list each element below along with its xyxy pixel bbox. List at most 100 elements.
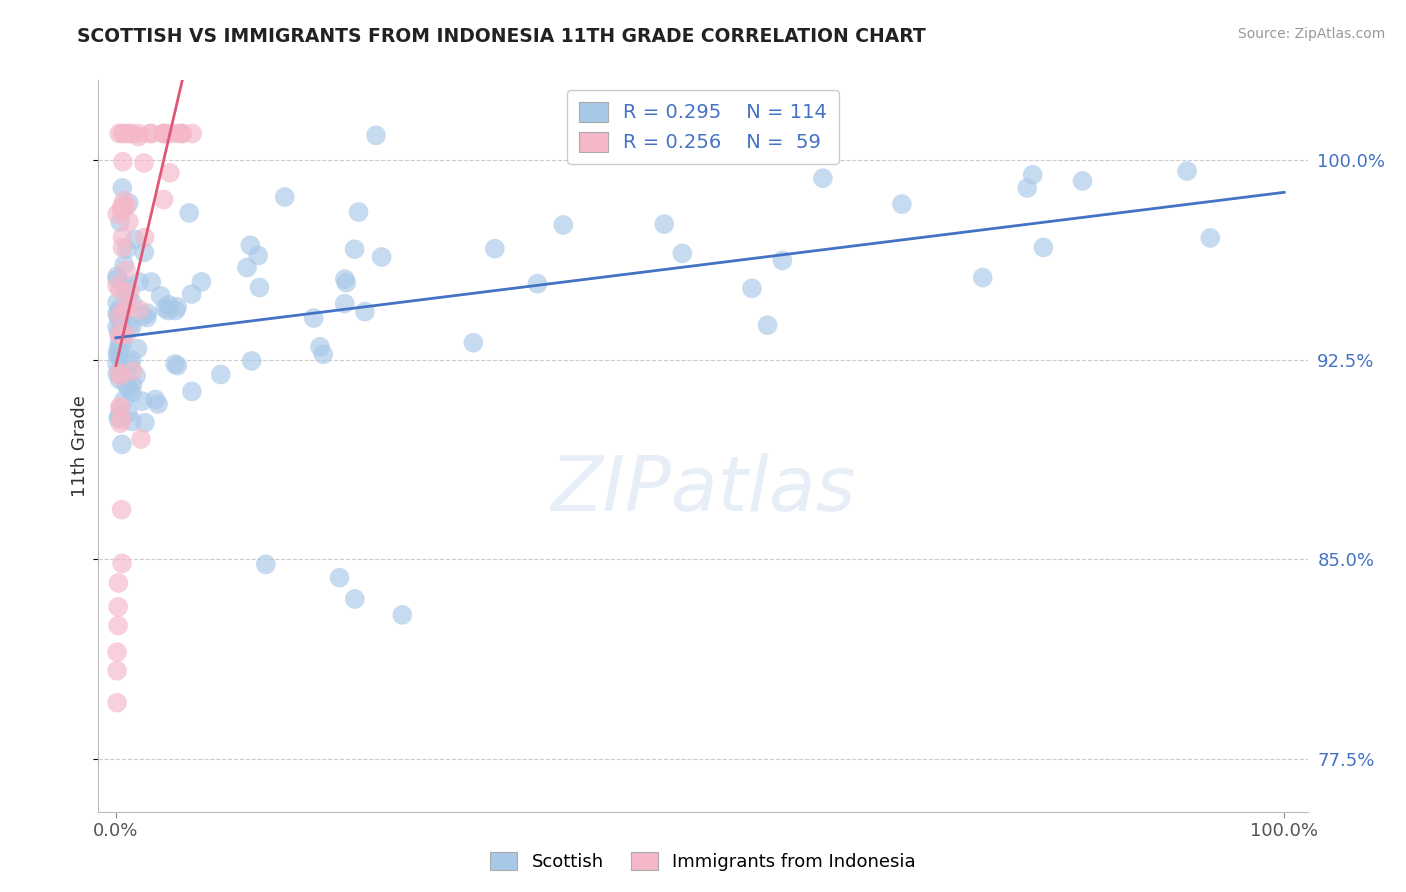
Point bbox=[111, 154, 134, 169]
Point bbox=[105, 320, 128, 334]
Point bbox=[108, 372, 131, 386]
Point bbox=[105, 357, 128, 371]
Point bbox=[117, 299, 139, 313]
Point bbox=[105, 696, 128, 710]
Text: ZIPatlas: ZIPatlas bbox=[550, 453, 856, 527]
Point bbox=[254, 558, 277, 572]
Point bbox=[134, 416, 156, 430]
Legend: R = 0.295    N = 114, R = 0.256    N =  59: R = 0.295 N = 114, R = 0.256 N = 59 bbox=[567, 90, 839, 164]
Point bbox=[112, 393, 135, 408]
Point bbox=[107, 618, 129, 632]
Point bbox=[152, 127, 174, 141]
Point bbox=[112, 258, 135, 272]
Point bbox=[141, 275, 163, 289]
Point bbox=[118, 214, 141, 228]
Point bbox=[145, 392, 167, 407]
Point bbox=[149, 289, 172, 303]
Text: Source: ZipAtlas.com: Source: ZipAtlas.com bbox=[1237, 27, 1385, 41]
Point bbox=[112, 194, 135, 208]
Point bbox=[526, 277, 548, 291]
Point bbox=[107, 344, 129, 359]
Point bbox=[108, 325, 131, 339]
Point bbox=[110, 315, 132, 329]
Point bbox=[180, 384, 202, 399]
Point bbox=[127, 127, 149, 141]
Point bbox=[118, 195, 141, 210]
Point bbox=[108, 301, 131, 316]
Point bbox=[249, 280, 271, 294]
Point bbox=[121, 295, 143, 310]
Point bbox=[890, 197, 912, 211]
Point bbox=[1032, 240, 1054, 254]
Point bbox=[108, 345, 131, 359]
Point bbox=[333, 296, 356, 310]
Point bbox=[108, 283, 131, 297]
Point bbox=[128, 302, 150, 317]
Point bbox=[125, 368, 148, 383]
Point bbox=[111, 199, 134, 213]
Point bbox=[107, 308, 129, 322]
Point bbox=[328, 571, 350, 585]
Point bbox=[127, 342, 149, 356]
Point bbox=[115, 242, 138, 256]
Point bbox=[108, 127, 131, 141]
Point bbox=[105, 307, 128, 321]
Point bbox=[166, 300, 188, 314]
Point bbox=[121, 385, 143, 400]
Point bbox=[139, 127, 162, 141]
Point bbox=[110, 368, 132, 383]
Point bbox=[463, 335, 485, 350]
Point bbox=[1021, 168, 1043, 182]
Point bbox=[111, 336, 134, 351]
Point bbox=[115, 377, 138, 392]
Point bbox=[1071, 174, 1094, 188]
Point bbox=[127, 129, 149, 144]
Point bbox=[108, 366, 131, 380]
Point bbox=[118, 127, 141, 141]
Point bbox=[391, 607, 413, 622]
Point bbox=[105, 272, 128, 286]
Point bbox=[108, 334, 131, 349]
Point bbox=[157, 303, 180, 318]
Point bbox=[302, 311, 325, 326]
Point bbox=[121, 353, 143, 368]
Point bbox=[115, 263, 138, 277]
Point bbox=[118, 318, 141, 332]
Point bbox=[972, 270, 994, 285]
Point bbox=[112, 200, 135, 214]
Point bbox=[110, 401, 132, 415]
Point bbox=[107, 576, 129, 591]
Point bbox=[136, 306, 159, 320]
Point bbox=[1017, 181, 1039, 195]
Point bbox=[120, 285, 142, 299]
Point bbox=[117, 290, 139, 304]
Point bbox=[190, 275, 212, 289]
Point bbox=[553, 218, 575, 232]
Point bbox=[111, 326, 134, 341]
Point bbox=[236, 260, 259, 275]
Point bbox=[121, 414, 143, 428]
Point bbox=[343, 242, 366, 256]
Point bbox=[134, 230, 156, 244]
Point bbox=[172, 127, 194, 141]
Point bbox=[146, 397, 169, 411]
Point bbox=[159, 166, 181, 180]
Point bbox=[108, 400, 131, 414]
Point bbox=[121, 377, 143, 392]
Point bbox=[108, 409, 131, 423]
Point bbox=[181, 127, 204, 141]
Point bbox=[111, 127, 134, 141]
Point bbox=[110, 310, 132, 324]
Point bbox=[652, 217, 675, 231]
Point bbox=[105, 367, 128, 381]
Point bbox=[111, 557, 134, 571]
Point bbox=[343, 591, 366, 606]
Point bbox=[117, 406, 139, 420]
Point bbox=[115, 278, 138, 293]
Point bbox=[309, 340, 332, 354]
Point bbox=[115, 199, 138, 213]
Point bbox=[108, 327, 131, 342]
Point bbox=[108, 215, 131, 229]
Point bbox=[134, 245, 156, 260]
Point bbox=[129, 432, 152, 446]
